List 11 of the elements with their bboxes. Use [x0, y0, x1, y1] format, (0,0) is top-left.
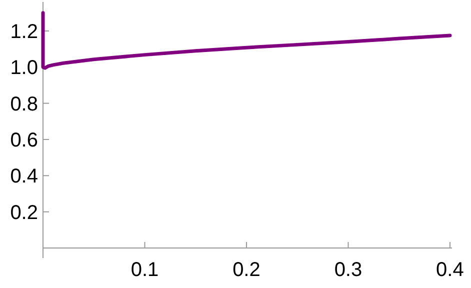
y-tick-label: 0.6 — [10, 129, 38, 152]
x-tick-label: 0.4 — [436, 259, 464, 281]
x-tick-label: 0.2 — [232, 259, 260, 281]
y-tick-label: 1.2 — [10, 20, 38, 43]
line-series — [41, 11, 452, 70]
y-tick-label: 0.2 — [10, 202, 38, 224]
y-tick-label: 1.0 — [10, 57, 38, 80]
y-tick-label: 0.4 — [10, 166, 38, 188]
y-tick-label: 0.8 — [10, 93, 38, 116]
x-tick-label: 0.3 — [334, 259, 362, 281]
x-tick-label: 0.1 — [130, 259, 159, 281]
